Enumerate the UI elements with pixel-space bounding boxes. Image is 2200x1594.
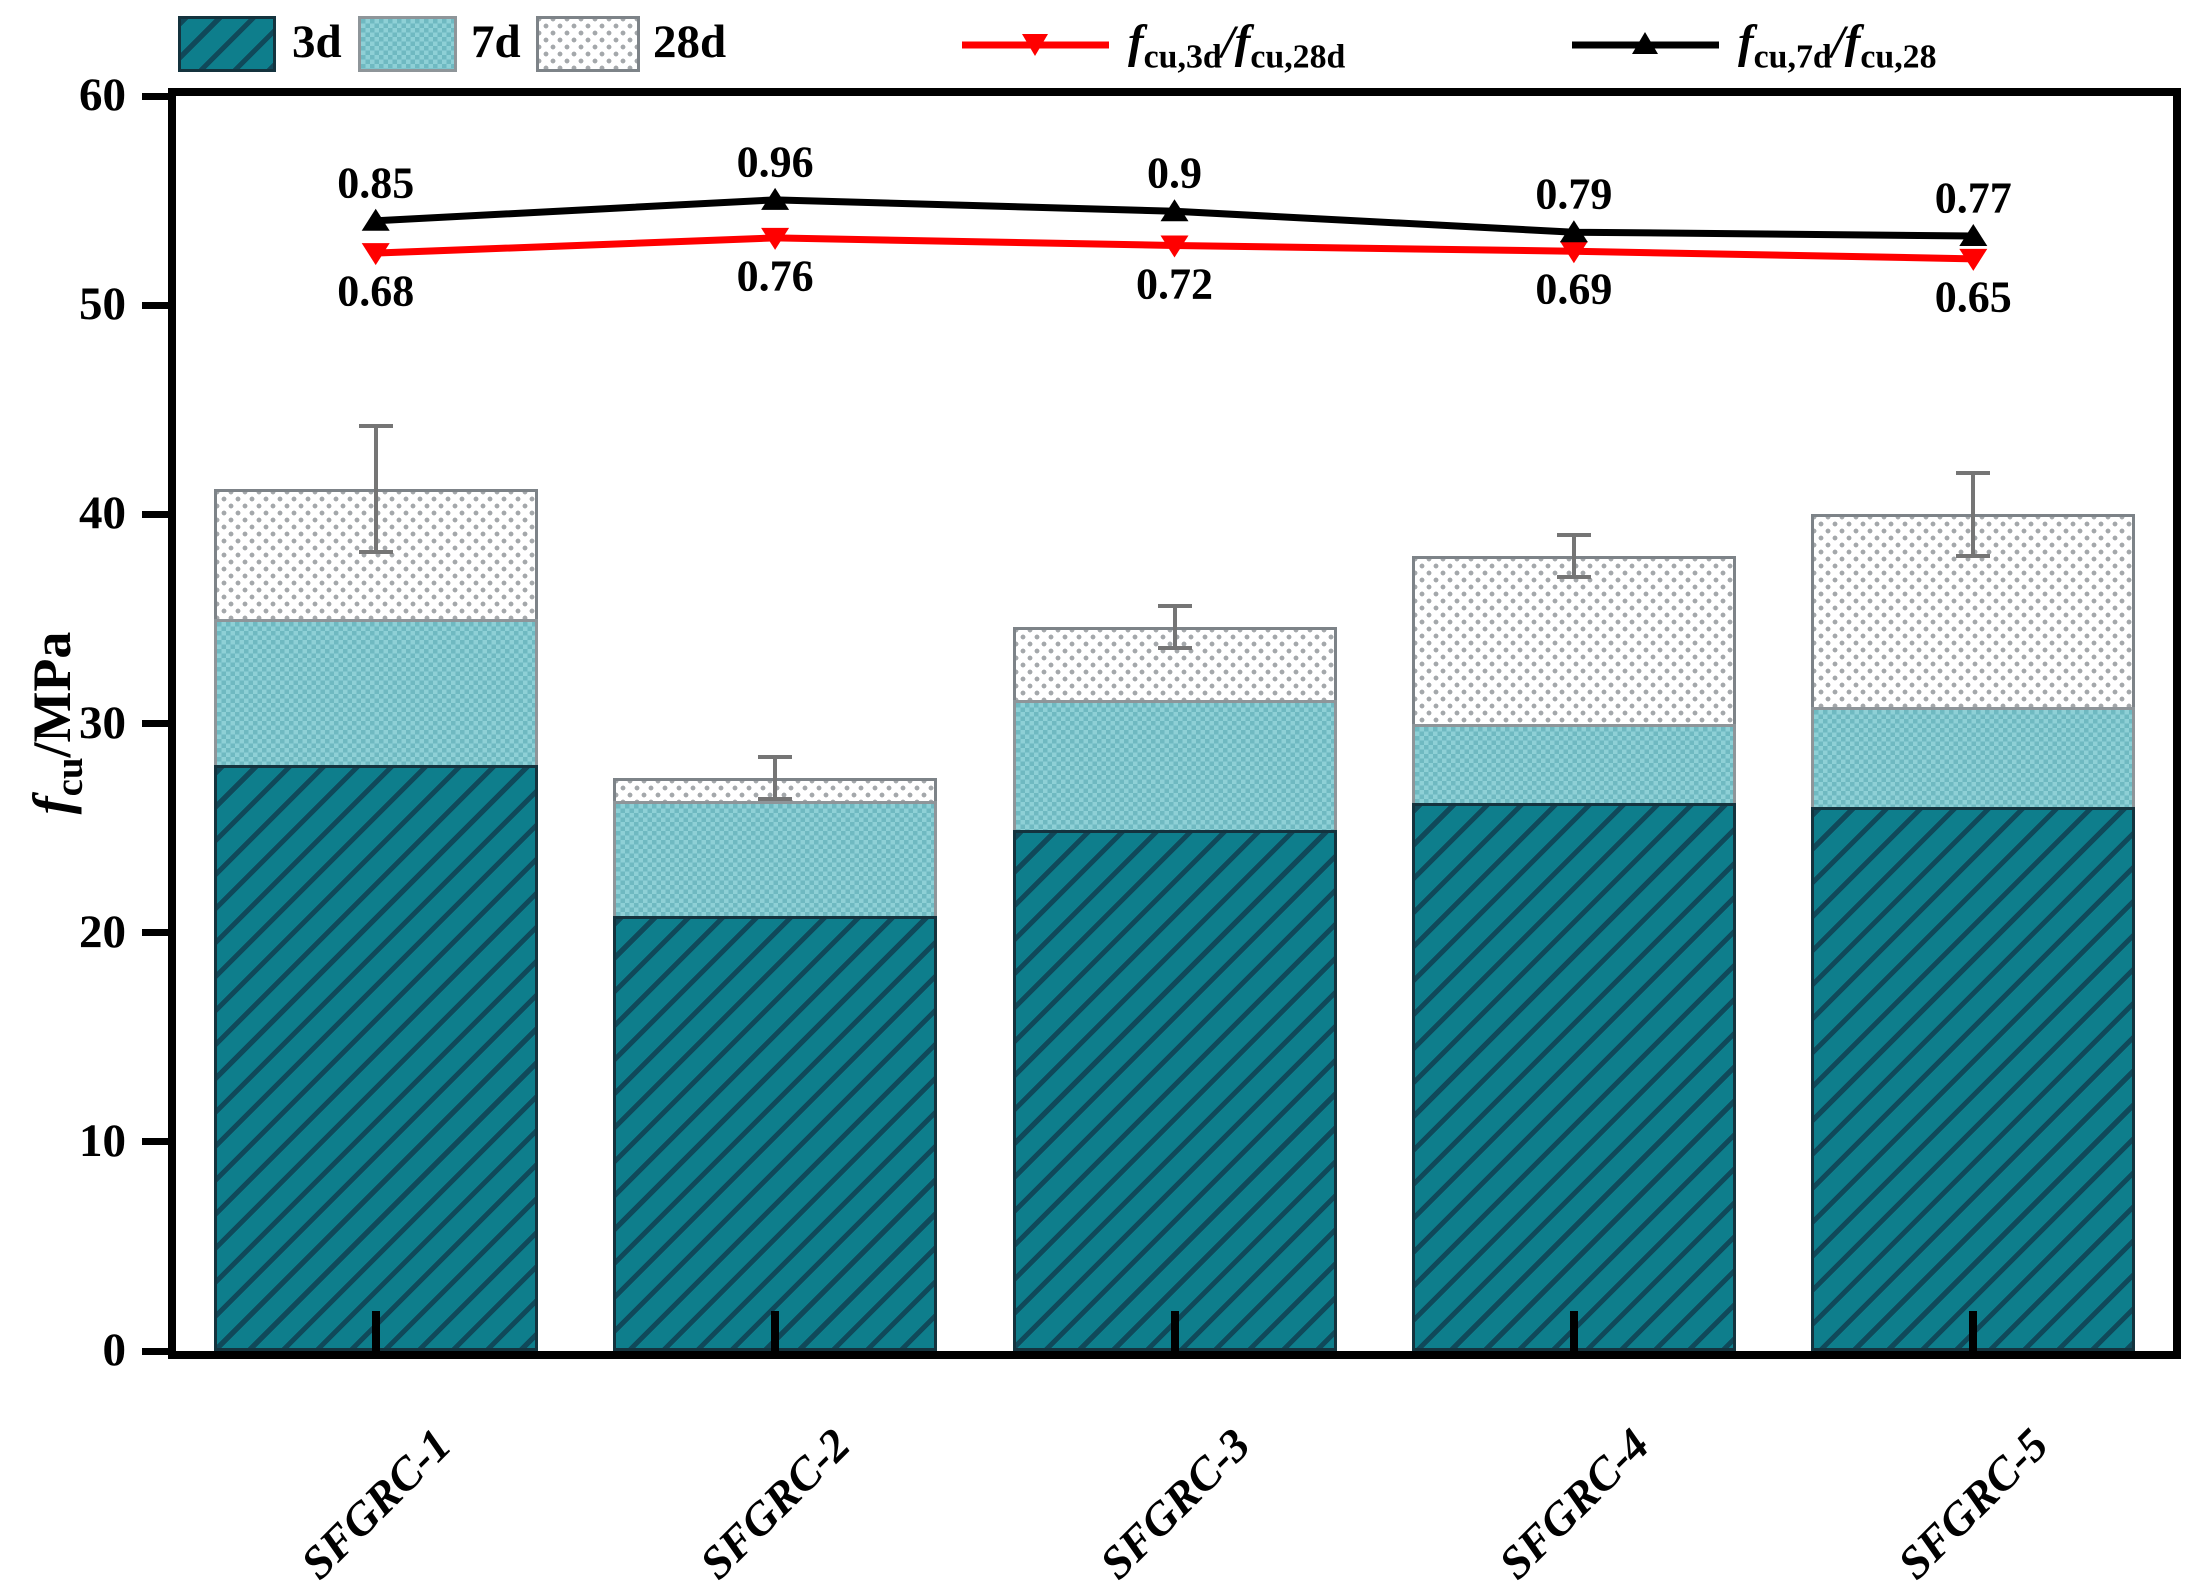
marker-up-triangle-SFGRC-4 — [1559, 220, 1588, 243]
x-axis-label-SFGRC-4: SFGRC-4 — [1488, 1418, 1659, 1589]
data-label-fcu,3d/fcu,28d-SFGRC-3: 0.72 — [1136, 259, 1213, 308]
marker-up-triangle-SFGRC-3 — [1160, 199, 1189, 222]
data-label-fcu,7d/fcu,28-SFGRC-2: 0.96 — [736, 137, 814, 187]
marker-down-triangle-SFGRC-2 — [761, 227, 790, 250]
bar-segment-3d-SFGRC-2 — [613, 915, 938, 1351]
error-bar-cap-bottom-SFGRC-2 — [758, 796, 793, 801]
x-axis-tick-SFGRC-5 — [1969, 1311, 1978, 1351]
error-bar-cap-bottom-SFGRC-5 — [1956, 554, 1991, 559]
marker-down-triangle-SFGRC-5 — [1959, 248, 1988, 271]
line-fcu,3d/fcu,28d — [375, 234, 1974, 263]
legend-swatch-28d — [536, 16, 640, 72]
legend-label-7d: 7d — [471, 16, 521, 68]
data-label-fcu,3d/fcu,28d-SFGRC-1: 0.68 — [337, 266, 415, 316]
y-axis-tick-label-50: 50 — [79, 278, 126, 331]
x-axis-label-SFGRC-3: SFGRC-3 — [1089, 1418, 1260, 1589]
data-label-fcu,7d/fcu,28-SFGRC-1: 0.85 — [337, 158, 415, 208]
legend-label-ratio-3d-28d: fcu,3d/fcu,28d — [1128, 16, 1346, 76]
marker-down-triangle-SFGRC-3 — [1160, 235, 1189, 258]
line-fcu,7d/fcu,28 — [375, 196, 1974, 240]
y-axis-tick-label-10: 10 — [79, 1114, 126, 1167]
y-axis-tick-label-60: 60 — [79, 69, 126, 121]
y-axis-tick-10 — [142, 1138, 168, 1146]
error-bar-cap-top-SFGRC-4 — [1556, 533, 1591, 538]
marker-up-triangle-SFGRC-1 — [361, 208, 390, 231]
error-bar-cap-top-SFGRC-5 — [1956, 470, 1991, 475]
data-label-fcu,7d/fcu,28-SFGRC-4: 0.79 — [1535, 169, 1613, 219]
error-bar-SFGRC-2 — [773, 756, 778, 799]
y-axis-tick-label-30: 30 — [79, 696, 126, 749]
x-axis-label-SFGRC-1: SFGRC-1 — [290, 1418, 461, 1589]
bar-segment-3d-SFGRC-5 — [1811, 807, 2136, 1351]
y-axis-tick-50 — [142, 301, 168, 309]
legend-line-black-icon — [1572, 32, 1719, 54]
y-axis-tick-0 — [142, 1347, 168, 1355]
bar-segment-3d-SFGRC-1 — [213, 765, 538, 1351]
data-label-fcu,7d/fcu,28-SFGRC-3: 0.9 — [1147, 148, 1202, 198]
y-axis-tick-label-40: 40 — [79, 487, 126, 540]
y-axis-tick-60 — [142, 92, 168, 100]
marker-up-triangle-SFGRC-2 — [761, 187, 790, 210]
data-label-fcu,3d/fcu,28d-SFGRC-4: 0.69 — [1535, 264, 1613, 314]
marker-up-triangle-SFGRC-5 — [1959, 223, 1988, 246]
error-bar-SFGRC-1 — [373, 426, 378, 552]
y-axis-tick-label-20: 20 — [79, 905, 126, 958]
legend-label-28d: 28d — [653, 16, 727, 68]
legend-line-red-icon — [962, 34, 1109, 56]
x-axis-tick-SFGRC-2 — [771, 1311, 780, 1351]
error-bar-SFGRC-3 — [1172, 606, 1177, 649]
error-bar-cap-bottom-SFGRC-3 — [1157, 646, 1192, 651]
error-bar-cap-top-SFGRC-2 — [758, 754, 793, 759]
legend-swatch-7d — [358, 16, 457, 72]
legend-label-ratio-7d-28: fcu,7d/fcu,28 — [1738, 16, 1937, 76]
data-label-fcu,3d/fcu,28d-SFGRC-2: 0.76 — [736, 251, 814, 301]
x-axis-label-SFGRC-5: SFGRC-5 — [1888, 1418, 2059, 1589]
legend: 3d 7d 28d fcu,3d/fcu,28d fcu,7d/fcu,28 — [0, 0, 2200, 86]
bar-segment-3d-SFGRC-4 — [1411, 802, 1736, 1351]
error-bar-cap-top-SFGRC-1 — [358, 424, 393, 429]
marker-down-triangle-SFGRC-4 — [1559, 241, 1588, 264]
error-bar-cap-top-SFGRC-3 — [1157, 604, 1192, 609]
error-bar-cap-bottom-SFGRC-1 — [358, 549, 393, 554]
x-axis-tick-SFGRC-4 — [1569, 1311, 1578, 1351]
x-axis-tick-SFGRC-1 — [371, 1311, 380, 1351]
error-bar-SFGRC-5 — [1971, 472, 1976, 557]
x-axis-tick-SFGRC-3 — [1170, 1311, 1179, 1351]
error-bar-SFGRC-4 — [1571, 535, 1576, 578]
data-label-fcu,7d/fcu,28-SFGRC-5: 0.77 — [1934, 173, 2012, 223]
data-label-fcu,3d/fcu,28d-SFGRC-5: 0.65 — [1934, 272, 2012, 322]
legend-swatch-3d — [178, 16, 276, 72]
x-axis-label-SFGRC-2: SFGRC-2 — [690, 1418, 860, 1589]
y-axis-tick-30 — [142, 720, 168, 727]
marker-down-triangle-SFGRC-1 — [361, 243, 390, 266]
error-bar-cap-bottom-SFGRC-4 — [1556, 575, 1591, 580]
legend-label-3d: 3d — [292, 16, 342, 68]
bar-segment-3d-SFGRC-3 — [1012, 830, 1337, 1351]
y-axis-tick-40 — [142, 510, 168, 518]
y-axis-tick-label-0: 0 — [102, 1324, 127, 1376]
y-axis-tick-20 — [142, 929, 168, 937]
